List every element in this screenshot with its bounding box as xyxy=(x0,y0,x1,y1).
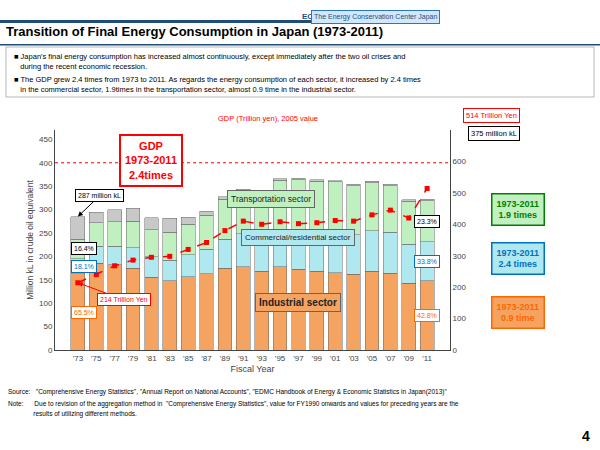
svg-text:The Energy Conservation Center: The Energy Conservation Center Japan xyxy=(314,13,437,21)
svg-text:Transportation sector: Transportation sector xyxy=(231,194,311,204)
svg-text:'85: '85 xyxy=(183,354,194,363)
svg-text:300: 300 xyxy=(453,252,467,261)
svg-text:23.3%: 23.3% xyxy=(417,218,437,225)
svg-text:Fiscal Year: Fiscal Year xyxy=(230,364,274,374)
svg-text:400: 400 xyxy=(453,220,467,229)
svg-text:'11: '11 xyxy=(422,354,432,363)
svg-text:'89: '89 xyxy=(220,354,231,363)
svg-text:16.4%: 16.4% xyxy=(74,245,94,252)
svg-text:65.5%: 65.5% xyxy=(74,309,94,316)
svg-text:1973-20110.9 time: 1973-20110.9 time xyxy=(497,302,540,324)
svg-text:Note: Due to revision of: Note: Due to revision of the aggregation… xyxy=(8,400,459,408)
svg-text:200: 200 xyxy=(39,252,53,261)
svg-text:287 million kL: 287 million kL xyxy=(78,192,121,199)
svg-text:'95: '95 xyxy=(275,354,286,363)
svg-text:500: 500 xyxy=(453,189,467,198)
svg-text:'75: '75 xyxy=(91,354,102,363)
svg-text:Commercial/residential sector: Commercial/residential sector xyxy=(245,233,351,242)
svg-text:■ The GDP grew 2.4 times from: ■ The GDP grew 2.4 times from 1973 to 20… xyxy=(14,75,421,94)
svg-text:514 Trillion Yen: 514 Trillion Yen xyxy=(466,111,517,120)
svg-text:214 Trillion Yen: 214 Trillion Yen xyxy=(100,296,148,303)
svg-text:1973-20112.4 times: 1973-20112.4 times xyxy=(497,248,540,270)
svg-text:'09: '09 xyxy=(404,354,415,363)
svg-text:'91: '91 xyxy=(238,354,249,363)
svg-text:'73: '73 xyxy=(73,354,84,363)
svg-text:150: 150 xyxy=(39,276,53,285)
svg-text:0: 0 xyxy=(48,346,53,355)
svg-text:■ Japan's final energy consump: ■ Japan's final energy consumption has i… xyxy=(14,52,405,71)
svg-text:4: 4 xyxy=(582,428,590,444)
svg-text:600: 600 xyxy=(453,157,467,166)
svg-text:'87: '87 xyxy=(201,354,212,363)
svg-text:18.1%: 18.1% xyxy=(74,263,94,270)
svg-text:200: 200 xyxy=(453,283,467,292)
svg-text:100: 100 xyxy=(39,299,53,308)
svg-text:'77: '77 xyxy=(109,354,120,363)
svg-text:Million kL in crude oil equiva: Million kL in crude oil equivalent xyxy=(25,180,35,300)
svg-text:'99: '99 xyxy=(312,354,323,363)
svg-text:0: 0 xyxy=(453,346,458,355)
svg-text:100: 100 xyxy=(453,314,467,323)
svg-text:results of utilizing different: results of utilizing different methods. xyxy=(8,410,137,418)
svg-text:'97: '97 xyxy=(293,354,304,363)
svg-text:1973-20111.9 times: 1973-20111.9 times xyxy=(497,199,540,221)
svg-text:GDP (Trillion yen), 2005 value: GDP (Trillion yen), 2005 value xyxy=(218,114,318,123)
svg-text:'03: '03 xyxy=(348,354,359,363)
svg-text:250: 250 xyxy=(39,229,53,238)
svg-text:Source: "Comprehensive Energ: Source: "Comprehensive Energy Statistics… xyxy=(8,388,447,396)
svg-text:'83: '83 xyxy=(165,354,176,363)
svg-text:ECCJ: ECCJ xyxy=(302,12,323,21)
svg-text:450: 450 xyxy=(39,135,53,144)
svg-text:42.8%: 42.8% xyxy=(417,312,437,319)
svg-text:50: 50 xyxy=(43,322,52,331)
svg-text:'79: '79 xyxy=(128,354,139,363)
svg-text:'07: '07 xyxy=(385,354,396,363)
svg-text:400: 400 xyxy=(39,159,53,168)
svg-text:375 million kL: 375 million kL xyxy=(471,129,517,138)
svg-text:350: 350 xyxy=(39,182,53,191)
svg-text:'05: '05 xyxy=(367,354,378,363)
svg-text:300: 300 xyxy=(39,205,53,214)
svg-text:'81: '81 xyxy=(146,354,157,363)
svg-text:Industrial sector: Industrial sector xyxy=(259,297,337,308)
svg-text:'01: '01 xyxy=(330,354,341,363)
svg-text:GDP1973-20112.4times: GDP1973-20112.4times xyxy=(125,140,177,181)
svg-text:'93: '93 xyxy=(256,354,267,363)
svg-text:33.8%: 33.8% xyxy=(417,258,437,265)
svg-text:Transition of Final Energy Con: Transition of Final Energy Consumption i… xyxy=(6,24,383,39)
